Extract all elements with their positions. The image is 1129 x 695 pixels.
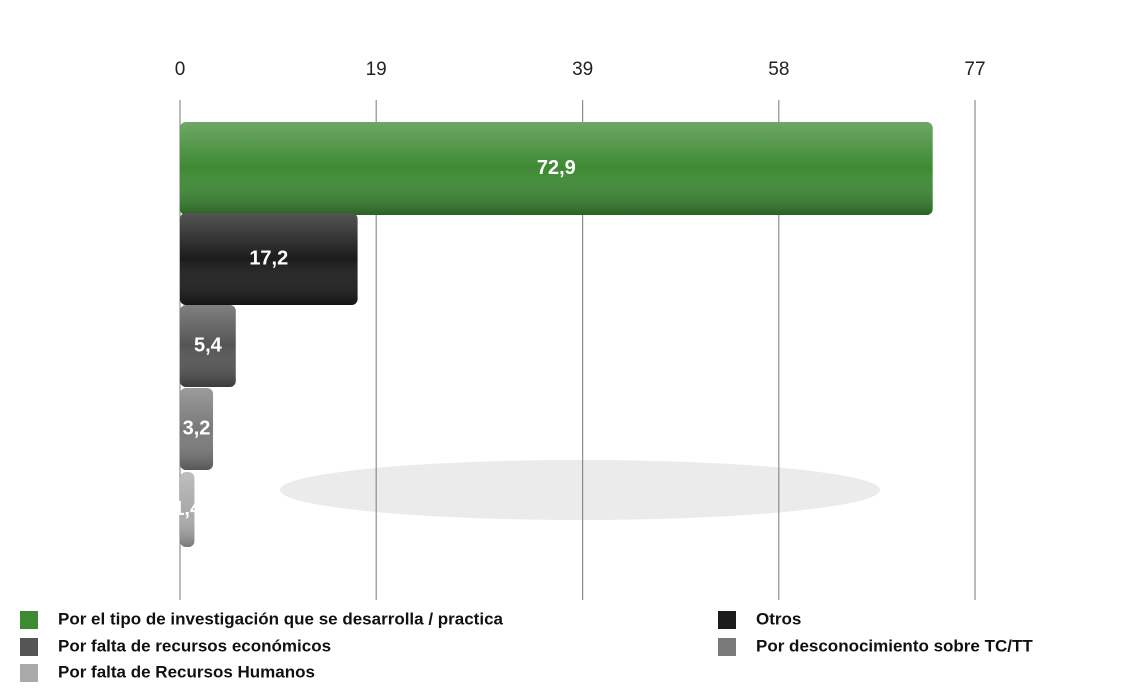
bar-shade — [180, 305, 236, 387]
legend-swatch — [20, 638, 38, 656]
legend-label: Por el tipo de investigación que se desa… — [58, 609, 504, 628]
value-label: 1,4 — [173, 498, 202, 520]
value-label: 3,2 — [183, 417, 211, 439]
x-tick-label: 39 — [572, 59, 593, 80]
shadow — [280, 460, 880, 520]
value-label: 72,9 — [537, 157, 576, 179]
legend-label: Por falta de recursos económicos — [58, 636, 331, 655]
legend-label: Por desconocimiento sobre TC/TT — [756, 636, 1033, 655]
bar-shade — [180, 122, 933, 215]
legend-label: Otros — [756, 609, 801, 628]
bar-shade — [180, 472, 195, 547]
bar-shade — [180, 388, 214, 470]
legend-swatch — [20, 664, 38, 682]
x-tick-label: 77 — [964, 59, 985, 80]
value-label: 17,2 — [249, 247, 288, 269]
bar-shade — [180, 213, 358, 305]
legend-swatch — [718, 611, 736, 629]
legend-swatch — [20, 611, 38, 629]
value-label: 5,4 — [194, 334, 223, 356]
x-tick-label: 0 — [175, 59, 186, 80]
x-tick-label: 19 — [366, 59, 387, 80]
legend-label: Por falta de Recursos Humanos — [58, 662, 315, 681]
x-tick-label: 58 — [768, 59, 789, 80]
legend-swatch — [718, 638, 736, 656]
